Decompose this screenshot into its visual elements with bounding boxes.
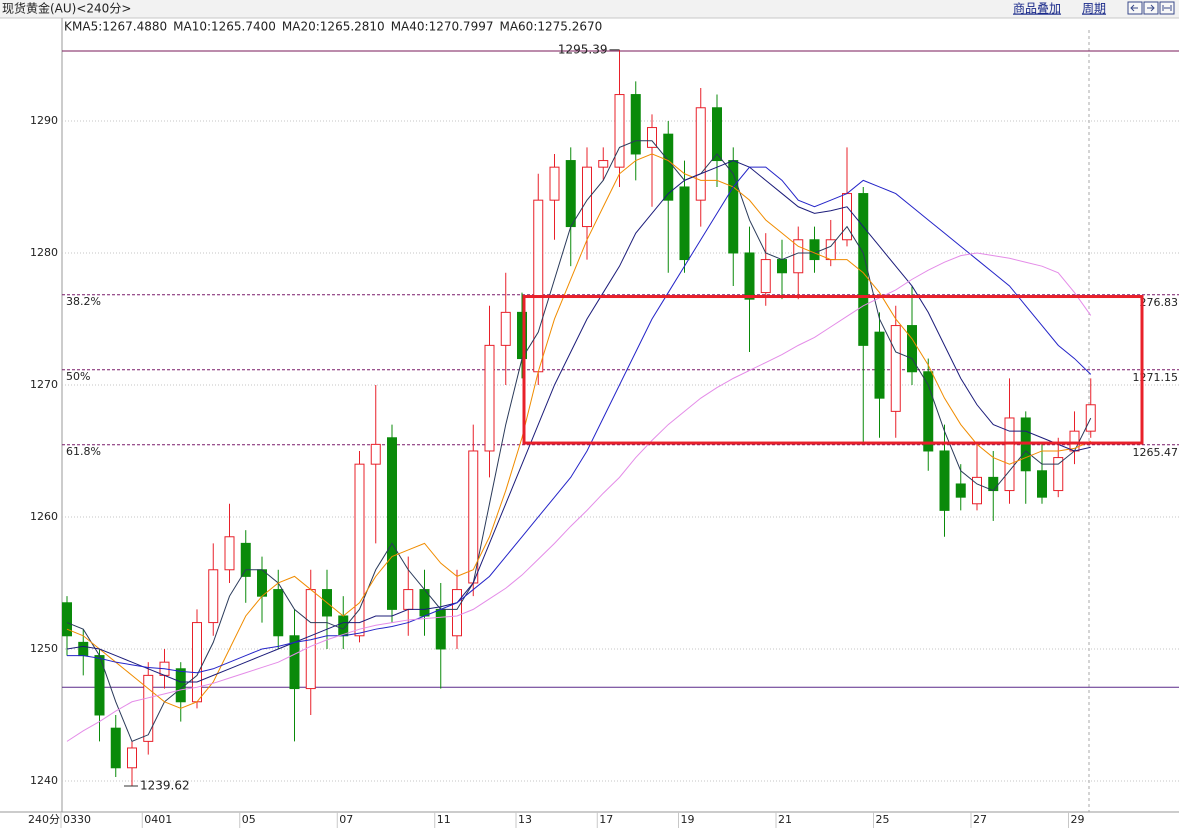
candle-body — [793, 239, 804, 274]
overlay-link[interactable]: 商品叠加 — [1013, 1, 1061, 16]
candle-body — [874, 331, 885, 399]
fib-label: 50% — [66, 370, 90, 383]
candle-body — [208, 569, 219, 624]
candle-body — [630, 94, 641, 155]
candle-body — [110, 727, 121, 769]
candle-label: K — [64, 20, 73, 34]
fib-value: 276.83 — [1140, 296, 1179, 309]
fib-label: 38.2% — [66, 295, 101, 308]
candle-body — [240, 542, 251, 577]
period-label: 240分 — [28, 813, 60, 826]
candle-body — [712, 107, 722, 162]
candle-body — [484, 344, 495, 452]
candle-body — [435, 608, 446, 650]
candle-body — [1037, 470, 1047, 498]
y-tick-label: 1240 — [30, 774, 58, 787]
candle-body — [387, 437, 397, 610]
header-bar — [0, 0, 1179, 18]
candle-body — [679, 186, 690, 261]
candle-body — [127, 747, 137, 769]
low-annotation: 1239.62 — [140, 778, 190, 792]
candle-body — [565, 160, 576, 228]
candle-body — [289, 635, 300, 690]
candle-body — [257, 569, 267, 597]
candle-body — [273, 589, 284, 637]
candle-body — [62, 602, 72, 637]
candle-body — [809, 239, 820, 261]
candle-body — [955, 483, 966, 498]
legend-entry: MA10:1265.7400 — [173, 20, 276, 34]
candle-body — [582, 166, 592, 228]
ma-line — [66, 160, 1091, 683]
y-tick-label: 1290 — [30, 114, 58, 127]
x-tick-label: 25 — [876, 813, 890, 826]
y-tick-label: 1270 — [30, 378, 58, 391]
ma-line — [66, 140, 1092, 743]
candle-body — [858, 193, 869, 346]
candle-body — [224, 536, 235, 571]
legend-entry: MA60:1275.2670 — [499, 20, 602, 34]
ma-line — [66, 252, 1092, 742]
x-tick-label: 27 — [973, 813, 987, 826]
y-tick-label: 1250 — [30, 642, 58, 655]
candle-body — [890, 325, 901, 412]
candle-body — [842, 193, 852, 241]
ma-line — [67, 166, 1092, 674]
candle-body — [907, 325, 917, 373]
candle-body — [695, 107, 706, 201]
candle-body — [1004, 417, 1015, 492]
x-tick-label: 0330 — [63, 813, 91, 826]
x-tick-label: 0401 — [144, 813, 172, 826]
fib-label: 61.8% — [66, 445, 101, 458]
candle-body — [403, 589, 414, 610]
x-tick-label: 11 — [437, 813, 451, 826]
candle-body — [78, 641, 89, 657]
candle-body — [370, 443, 381, 465]
candle-body — [533, 199, 544, 373]
candle-body — [1053, 457, 1064, 492]
chart-title: 现货黄金(AU)<240分> — [2, 1, 131, 16]
x-tick-label: 21 — [778, 813, 792, 826]
candle-body — [549, 166, 560, 201]
candle-body — [192, 622, 202, 703]
candle-body — [923, 371, 934, 452]
candle-body — [744, 252, 755, 300]
candle-body — [354, 463, 365, 637]
highlight-box — [522, 295, 1144, 445]
fib-value: 1271.15 — [1133, 371, 1179, 384]
x-tick-label: 17 — [599, 813, 613, 826]
candle-body — [452, 589, 462, 637]
candle-body — [988, 476, 999, 492]
y-tick-label: 1260 — [30, 510, 58, 523]
candle-body — [777, 259, 787, 274]
period-link[interactable]: 周期 — [1082, 2, 1106, 16]
candle-body — [972, 476, 982, 505]
x-tick-label: 05 — [242, 813, 256, 826]
nav-buttons[interactable] — [1127, 1, 1175, 15]
candle-body — [647, 127, 657, 148]
x-tick-label: 07 — [339, 813, 353, 826]
high-annotation: 1295.39 — [558, 42, 608, 56]
candle-body — [1085, 404, 1096, 432]
legend-entry: MA20:1265.2810 — [282, 20, 385, 34]
legend-entry: MA40:1270.7997 — [391, 20, 494, 34]
ma-line — [66, 153, 1091, 709]
candle-body — [175, 668, 186, 703]
candle-body — [598, 160, 609, 168]
candle-body — [760, 259, 771, 294]
x-tick-label: 13 — [518, 813, 532, 826]
candle-body — [939, 450, 950, 511]
x-tick-label: 19 — [681, 813, 695, 826]
legend-entry: MA5:1267.4880 — [72, 20, 167, 34]
candle-body — [143, 674, 154, 742]
x-tick-label: 29 — [1071, 813, 1085, 826]
candle-body — [663, 133, 674, 201]
fib-value: 1265.47 — [1133, 446, 1179, 459]
candle-body — [614, 94, 625, 168]
candle-body — [500, 311, 511, 346]
y-tick-label: 1280 — [30, 246, 58, 259]
